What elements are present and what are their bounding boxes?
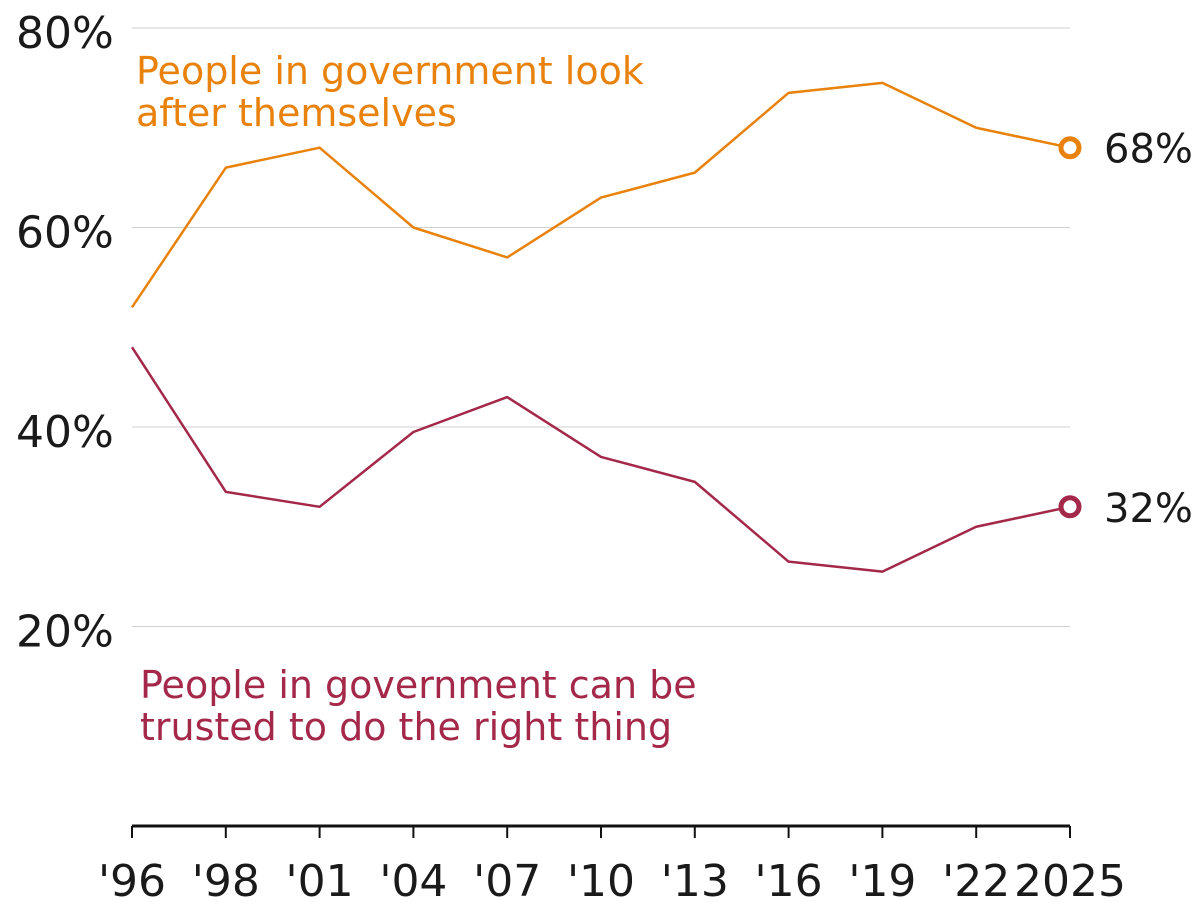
gridlines <box>132 27 1070 627</box>
series-end-marker-1 <box>1058 495 1082 519</box>
x-tick-label-1: '98 <box>192 856 260 902</box>
series-name-label-0-line-0: People in government look <box>136 49 644 93</box>
series-end-label-0: 68% <box>1104 127 1193 173</box>
series-end-marker-0 <box>1058 136 1082 160</box>
series-lines: 68% 32% <box>130 81 1193 573</box>
x-tick-label-3: '04 <box>379 856 447 902</box>
x-tick-label-10: 2025 <box>1014 856 1126 902</box>
series-name-label-0-line-1: after themselves <box>136 91 457 135</box>
y-tick-label-20: 20% <box>16 607 114 658</box>
x-tick-label-6: '13 <box>661 856 729 902</box>
series-end-label-1: 32% <box>1104 486 1193 532</box>
series-line-1 <box>130 346 1071 573</box>
y-tick-label-40: 40% <box>16 407 114 458</box>
x-tick-label-7: '16 <box>755 856 823 902</box>
series-name-label-1-line-1: trusted to do the right thing <box>140 705 672 749</box>
series-name-label-1-line-0: People in government can be <box>140 663 697 707</box>
x-tick-label-5: '10 <box>567 856 635 902</box>
x-tick-label-8: '19 <box>848 856 916 902</box>
x-tick-label-0: '96 <box>98 856 166 902</box>
x-axis: '96 '98 '01 '04 '07 '10 '13 '16 '19 '22 2025 <box>98 824 1126 902</box>
y-axis-tick-labels: 20% 40% 60% 80% <box>16 8 114 658</box>
y-tick-label-60: 60% <box>16 208 114 259</box>
x-tick-label-4: '07 <box>473 856 541 902</box>
series-line-0 <box>130 81 1071 308</box>
x-tick-label-2: '01 <box>286 856 354 902</box>
x-tick-label-9: '22 <box>942 856 1010 902</box>
y-tick-label-80: 80% <box>16 8 114 59</box>
